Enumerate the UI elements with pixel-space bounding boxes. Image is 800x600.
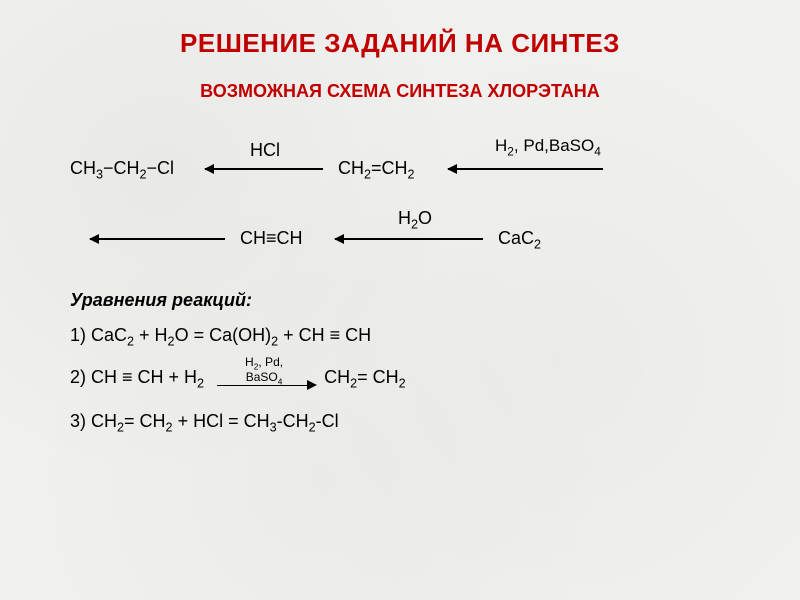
node-acetylene: CH≡CH	[240, 228, 303, 249]
arrow-h2o	[335, 238, 483, 240]
arrow-h2pd	[448, 168, 603, 170]
node-ethylene: CH2=CH2	[338, 158, 415, 182]
scheme-subtitle: ВОЗМОЖНАЯ СХЕМА СИНТЕЗА ХЛОРЭТАНА	[0, 81, 800, 102]
arrow-to-row1	[90, 238, 225, 240]
arrow-label-hcl: HCl	[250, 140, 280, 161]
eq2-arrow-head	[307, 380, 317, 390]
equations-block: Уравнения реакций: 1) CaC2 + H2O = Ca(OH…	[0, 290, 800, 434]
equation-3: 3) CH2= CH2 + HCl = CH3-CH2-Cl	[70, 411, 800, 435]
equation-1: 1) CaC2 + H2O = Ca(OH)2 + CH ≡ CH	[70, 325, 800, 349]
synthesis-scheme: CH3−CH2−Cl CH2=CH2 HCl H2, Pd,BaSO4 CH≡C…	[0, 128, 800, 278]
eq2-right: CH2= CH2	[324, 367, 406, 387]
eq2-left: 2) CH ≡ CH + H2	[70, 367, 204, 387]
arrow-label-h2pd: H2, Pd,BaSO4	[495, 136, 601, 158]
page-title: РЕШЕНИЕ ЗАДАНИЙ НА СИНТЕЗ	[0, 0, 800, 59]
node-chloroethane: CH3−CH2−Cl	[70, 158, 174, 182]
eq2-arrow-line	[217, 385, 309, 387]
node-cac2: CaC2	[498, 228, 541, 252]
eq2-cond-bot: BaSO4	[246, 370, 283, 384]
equation-2: 2) CH ≡ CH + H2 H2, Pd, BaSO4 CH2= CH2	[70, 367, 800, 393]
equations-title: Уравнения реакций:	[70, 290, 800, 311]
arrow-label-h2o: H2O	[398, 208, 432, 232]
eq2-cond-top: H2, Pd,	[245, 355, 283, 369]
arrow-hcl	[205, 168, 323, 170]
